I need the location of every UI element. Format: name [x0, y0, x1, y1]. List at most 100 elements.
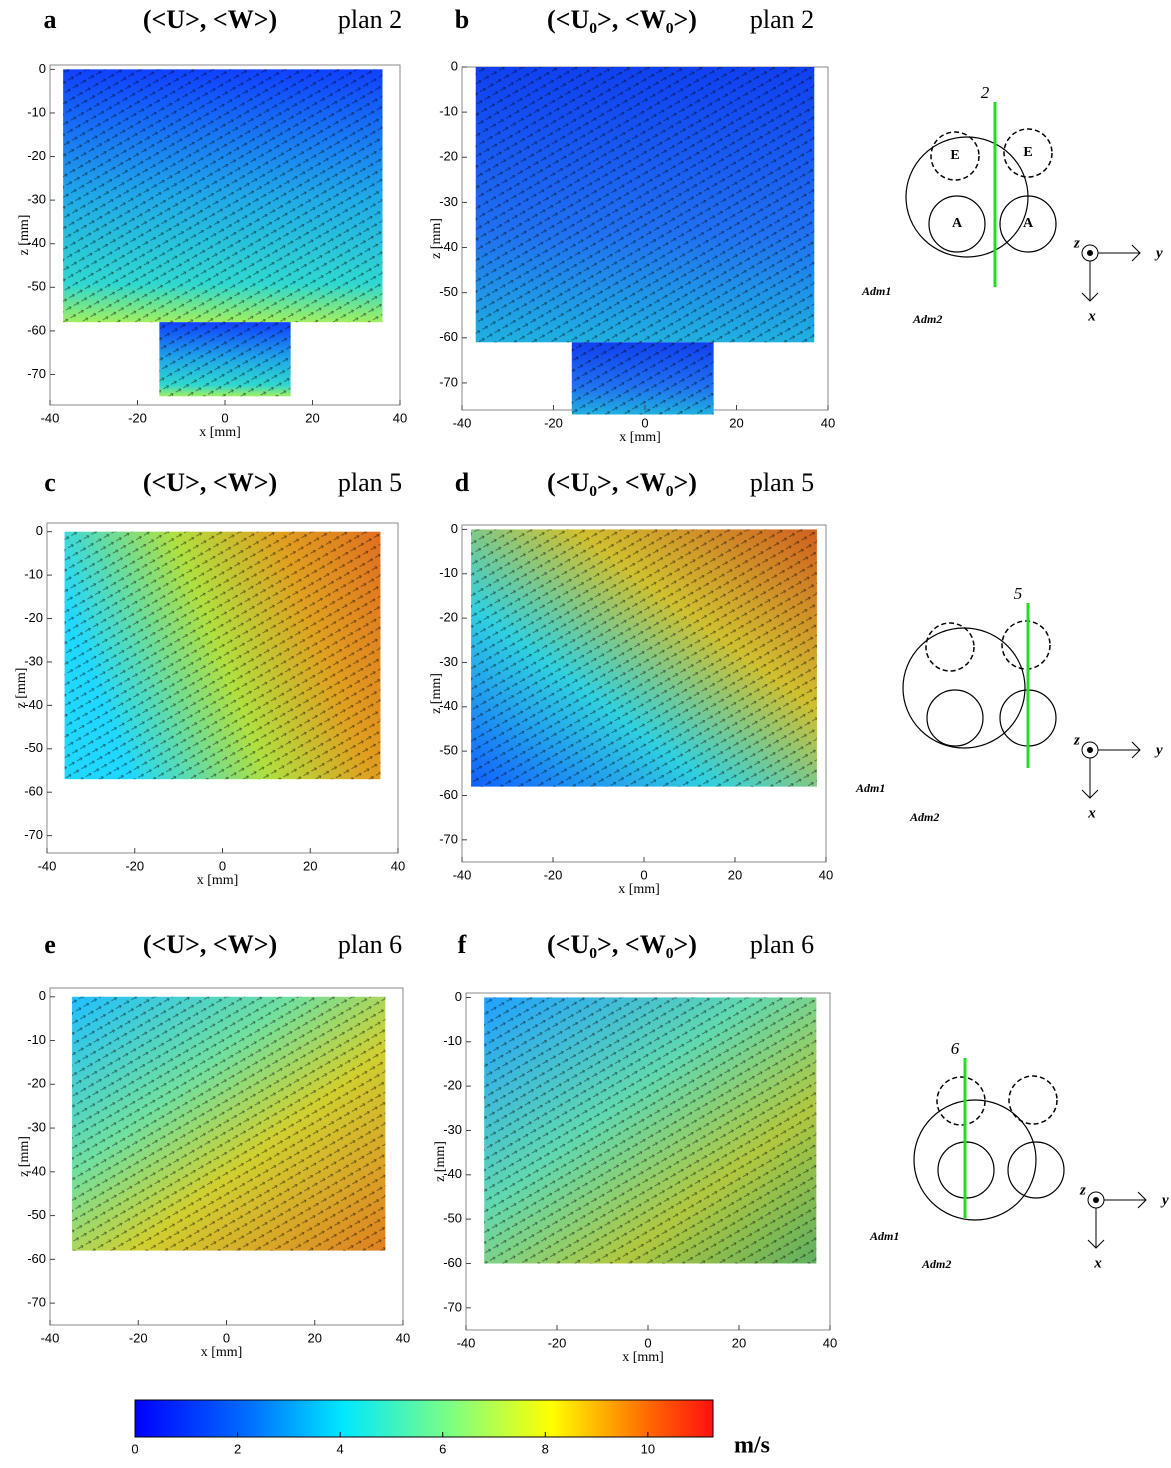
axis-name: z — [1073, 732, 1080, 748]
x-tick-label: -40 — [41, 1330, 60, 1345]
panel-label: b — [455, 5, 469, 34]
y-axis-label: z [mm] — [17, 1136, 32, 1177]
colorbar-tick-label: 8 — [542, 1441, 549, 1456]
panel-label: d — [455, 468, 470, 497]
y-tick-label: -40 — [443, 1166, 462, 1181]
x-tick-label: -20 — [548, 1335, 567, 1350]
panel-title: (<U>, <W>) — [143, 930, 277, 959]
x-tick-label: 0 — [219, 858, 226, 873]
x-tick-label: -20 — [544, 415, 563, 430]
exhaust-valve — [1003, 128, 1053, 178]
y-tick-label: -20 — [439, 149, 458, 164]
y-tick-label: -20 — [439, 610, 458, 625]
port-label: Adm2 — [912, 312, 942, 326]
axis-x — [1081, 758, 1099, 799]
x-tick-label: -20 — [125, 858, 144, 873]
y-tick-label: -10 — [27, 1032, 46, 1047]
port-label: Adm1 — [861, 284, 891, 298]
x-tick-label: 0 — [223, 1330, 230, 1345]
y-tick-label: -30 — [439, 654, 458, 669]
exhaust-valve — [1008, 1075, 1058, 1125]
plane-label: plan 2 — [338, 5, 402, 34]
port-label: Adm1 — [855, 781, 885, 795]
intake-valve — [999, 195, 1057, 253]
y-tick-label: 0 — [39, 988, 46, 1003]
x-tick-label: 40 — [823, 1335, 837, 1350]
x-tick-label: 0 — [640, 867, 647, 882]
x-tick-label: 20 — [305, 410, 319, 425]
y-tick-label: -60 — [27, 322, 46, 337]
x-tick-label: -40 — [457, 1335, 476, 1350]
y-tick-label: 0 — [455, 989, 462, 1004]
y-tick-label: -70 — [24, 827, 43, 842]
y-tick-label: -70 — [443, 1299, 462, 1314]
valve-label: E — [1023, 145, 1032, 160]
vector-arrows — [72, 996, 386, 1251]
axis-name: y — [1154, 742, 1163, 758]
y-axis-label: z [mm] — [433, 1141, 448, 1182]
x-tick-label: 40 — [821, 415, 835, 430]
valve-label: A — [952, 216, 963, 231]
x-tick-label: 20 — [303, 858, 317, 873]
plane-number: 5 — [1014, 584, 1023, 603]
panel-label: c — [44, 468, 56, 497]
y-axis-label: z [mm] — [17, 215, 32, 256]
colorbar-tick-label: 2 — [234, 1441, 241, 1456]
vector-arrows — [471, 529, 817, 787]
exhaust-valve — [925, 622, 975, 672]
axis-origin-dot — [1087, 747, 1093, 753]
y-tick-label: -30 — [443, 1122, 462, 1137]
panel-title: (<U₀>, <W₀>) — [547, 5, 697, 34]
x-axis-label: x [mm] — [201, 1345, 243, 1360]
y-tick-label: -30 — [439, 194, 458, 209]
colorbar-tick-label: 6 — [439, 1441, 446, 1456]
axis-y — [1098, 244, 1141, 262]
y-tick-label: -40 — [27, 235, 46, 250]
y-tick-label: -20 — [24, 610, 43, 625]
axis-x — [1087, 1208, 1105, 1249]
x-tick-label: 20 — [732, 1335, 746, 1350]
x-tick-label: -20 — [129, 1330, 148, 1345]
y-axis-label: z [mm] — [429, 218, 444, 259]
y-tick-label: -70 — [439, 831, 458, 846]
axis-origin-dot — [1093, 1197, 1099, 1203]
x-tick-label: -40 — [453, 867, 472, 882]
valve-label: A — [1023, 216, 1034, 231]
exhaust-valve — [936, 1076, 986, 1126]
y-tick-label: -40 — [439, 698, 458, 713]
y-axis-label: z [mm] — [429, 673, 444, 714]
y-tick-label: -20 — [27, 148, 46, 163]
x-tick-label: 20 — [308, 1330, 322, 1345]
panel-title: (<U₀>, <W₀>) — [547, 930, 697, 959]
y-tick-label: -60 — [24, 784, 43, 799]
plane-number: 6 — [951, 1039, 960, 1058]
panel-title: (<U₀>, <W₀>) — [547, 468, 697, 497]
colorbar-tick-label: 10 — [641, 1441, 655, 1456]
x-axis-label: x [mm] — [619, 430, 661, 445]
y-tick-label: -30 — [24, 653, 43, 668]
axis-y — [1098, 741, 1141, 759]
y-tick-label: 0 — [39, 61, 46, 76]
y-tick-label: -50 — [27, 279, 46, 294]
panel-title: (<U>, <W>) — [143, 468, 277, 497]
axis-name: z — [1073, 235, 1080, 251]
y-tick-label: -10 — [439, 565, 458, 580]
axis-name: y — [1154, 245, 1163, 261]
colorbar-tick-label: 0 — [131, 1441, 138, 1456]
vector-arrows — [484, 997, 817, 1264]
panel-label: f — [458, 930, 467, 959]
axis-name: x — [1087, 805, 1096, 821]
y-tick-label: -60 — [439, 787, 458, 802]
x-tick-label: 40 — [391, 858, 405, 873]
y-tick-label: -70 — [27, 366, 46, 381]
plane-label: plan 6 — [338, 930, 402, 959]
y-tick-label: -50 — [439, 743, 458, 758]
x-tick-label: 0 — [644, 1335, 651, 1350]
y-tick-label: -40 — [27, 1163, 46, 1178]
vector-arrows — [159, 322, 291, 397]
x-axis-label: x [mm] — [622, 1350, 664, 1365]
plane-number: 2 — [981, 83, 990, 102]
intake-valve — [926, 689, 984, 747]
vector-arrows — [64, 531, 381, 780]
intake-valve — [1007, 1141, 1065, 1199]
